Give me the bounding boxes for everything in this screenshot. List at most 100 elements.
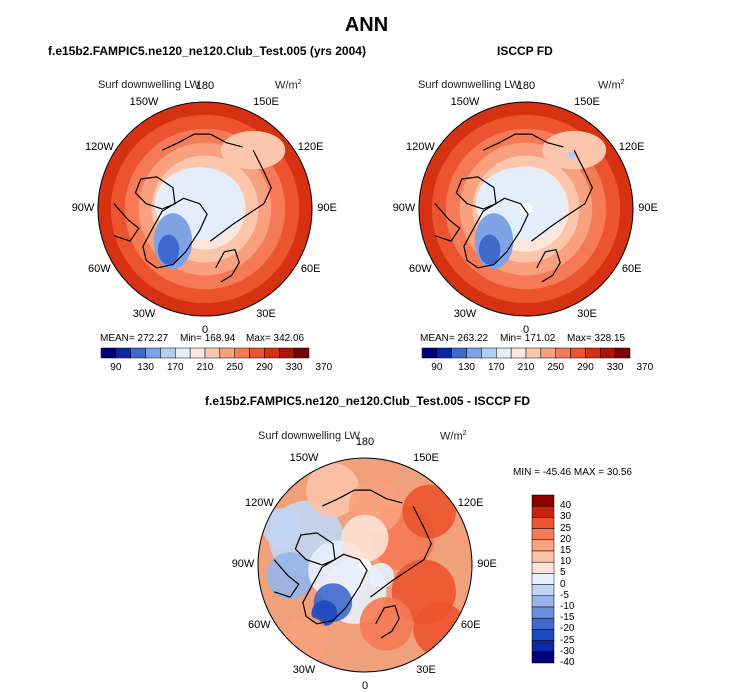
panel-3-colorbar-box-6 bbox=[531, 561, 555, 574]
panel-3-lon-label-4: 60E bbox=[460, 619, 481, 631]
panel-3-lon-label-10: 120W bbox=[244, 497, 274, 509]
panel-3-colorbar-tick-0: 40 bbox=[560, 500, 572, 512]
panel-3-region-8 bbox=[359, 597, 414, 651]
panel-3-colorbar-tick-10: -15 bbox=[560, 612, 575, 624]
panel-1-colorbar-tick-4: 250 bbox=[226, 362, 244, 373]
panel-3-lon-label-11: 150W bbox=[289, 452, 319, 465]
panel-1-coastlines bbox=[113, 133, 272, 283]
panel-1-siberia-cool bbox=[221, 130, 286, 170]
panel-3-pole-mask bbox=[359, 559, 371, 571]
panel-3-coast-2 bbox=[370, 505, 432, 598]
panel-3-colorbar-tick-9: -10 bbox=[560, 601, 575, 612]
panel-1-colorbar-tick-1: 130 bbox=[137, 362, 154, 373]
panel-3-colorbar-tick-4: 15 bbox=[560, 545, 572, 556]
panel-3-colorbar-box-7 bbox=[531, 573, 555, 585]
panel-1-lon-label-10: 120W bbox=[84, 141, 114, 153]
panel-2-variable: Surf downwelling LW bbox=[418, 79, 520, 91]
panel-2-lon-label-5: 30E bbox=[577, 307, 597, 320]
panel-1-colorbar-tick-5: 290 bbox=[256, 362, 273, 373]
panel-2-colorbar-tick-5: 290 bbox=[577, 362, 594, 373]
panel-3-colorbar-tick-14: -40 bbox=[560, 657, 575, 668]
panel-2-colorbar-tick-1: 130 bbox=[458, 362, 475, 373]
panel-3-lon-label-7: 30W bbox=[292, 663, 316, 676]
panel-3-minmax: MIN = -45.46 MAX = 30.56 bbox=[513, 467, 632, 478]
panel-2-lon-label-4: 60E bbox=[621, 263, 642, 275]
panel-1-lon-label-11: 150W bbox=[129, 96, 159, 109]
panel-3-field bbox=[258, 458, 472, 672]
panel-2-siberia-cool bbox=[542, 130, 607, 170]
panel-3-header: f.e15b2.FAMPIC5.ne120_ne120.Club_Test.00… bbox=[205, 394, 531, 408]
panel-3-coast-4 bbox=[375, 605, 400, 639]
panel-2-coastlines bbox=[434, 133, 593, 283]
panel-1-lon-label-5: 30E bbox=[256, 307, 276, 320]
panel-2-units: W/m2 bbox=[598, 79, 625, 92]
panel-1-max: Max= 342.06 bbox=[246, 333, 305, 344]
panel-3-lon-label-8: 60W bbox=[248, 619, 271, 631]
panel-1-colorbar-tick-7: 370 bbox=[315, 362, 333, 373]
panel-1-coast-5 bbox=[113, 203, 140, 242]
panel-1-coast-3 bbox=[161, 133, 243, 151]
panel-3-colorbar-box-0 bbox=[531, 494, 555, 507]
panel-1-header: f.e15b2.FAMPIC5.ne120_ne120.Club_Test.00… bbox=[48, 44, 366, 58]
panel-2-lon-label-11: 150W bbox=[450, 96, 480, 109]
panel-3-colorbar-tick-5: 10 bbox=[560, 556, 572, 568]
panel-3-colorbar-box-8 bbox=[531, 584, 555, 597]
panel-3-coast-3 bbox=[321, 489, 403, 507]
panel-3-colorbar-box-13 bbox=[531, 640, 555, 653]
panel-1-coast-0 bbox=[142, 197, 208, 269]
panel-1-coast-2 bbox=[209, 149, 272, 242]
panel-2-coast-0 bbox=[463, 197, 529, 269]
panel-2-coast-4 bbox=[536, 249, 561, 283]
panel-2-coast-5 bbox=[434, 203, 461, 242]
panel-3-colorbar-tick-11: -20 bbox=[560, 623, 575, 635]
panel-3-colorbar-box-9 bbox=[531, 595, 555, 608]
panel-3-colorbar-box-5 bbox=[531, 550, 555, 563]
panel-2-min: Min= 171.02 bbox=[500, 333, 556, 344]
panel-2-greenland-core bbox=[478, 234, 501, 265]
panel-2-outline bbox=[418, 101, 634, 317]
panel-3-colorbar-box-10 bbox=[531, 606, 555, 619]
panel-3-region-11 bbox=[402, 484, 456, 539]
panel-2-field bbox=[419, 102, 633, 316]
panel-1-mean: MEAN= 272.27 bbox=[100, 333, 169, 344]
panel-1-colorbar-tick-0: 90 bbox=[110, 362, 122, 373]
panel-1-coast-4 bbox=[215, 249, 240, 283]
panel-1-units: W/m2 bbox=[275, 79, 302, 92]
panel-3-colorbar-box-4 bbox=[531, 539, 555, 552]
panel-2-mean: MEAN= 263.22 bbox=[420, 333, 489, 344]
panel-2-lon-label-3: 90E bbox=[638, 202, 658, 214]
panel-2-lon-label-6: 0 bbox=[522, 324, 530, 336]
panel-2-colorbar-tick-2: 170 bbox=[487, 362, 505, 373]
panel-3-lon-label-0: 180 bbox=[355, 436, 375, 448]
panel-3-region-16 bbox=[368, 562, 394, 589]
panel-3-colorbar-box-11 bbox=[531, 617, 555, 630]
panel-3-outline bbox=[257, 457, 473, 673]
panel-1-greenland-core bbox=[157, 234, 180, 265]
panel-3-variable: Surf downwelling LW bbox=[258, 430, 360, 442]
panel-1-colorbar-tick-3: 210 bbox=[196, 362, 214, 373]
panel-1-colorbar-box-13 bbox=[293, 347, 310, 359]
panel-3-coast-0 bbox=[302, 553, 368, 625]
panel-3-colorbar-box-12 bbox=[531, 629, 555, 641]
panel-3-region-12 bbox=[341, 514, 389, 562]
panel-3-lon-label-3: 90E bbox=[477, 558, 497, 570]
panel-1-variable: Surf downwelling LW bbox=[98, 79, 200, 91]
panel-3-lon-label-1: 150E bbox=[413, 452, 439, 465]
panel-1-lon-label-7: 30W bbox=[132, 307, 156, 320]
panel-3-colorbar-box-1 bbox=[531, 505, 555, 518]
panel-2-header: ISCCP FD bbox=[497, 44, 553, 58]
panel-2-coast-1 bbox=[455, 176, 497, 210]
panel-3-colorbar-box-2 bbox=[531, 517, 555, 529]
panel-1-lon-label-9: 90W bbox=[71, 202, 95, 214]
panel-3-colorbar-tick-6: 5 bbox=[560, 567, 566, 579]
panel-3-colorbar-tick-2: 25 bbox=[560, 522, 572, 534]
panel-1-lon-label-6: 0 bbox=[201, 324, 209, 336]
panel-2-lon-label-0: 180 bbox=[516, 80, 536, 92]
panel-1-min: Min= 168.94 bbox=[180, 333, 236, 344]
panel-2-colorbar-tick-6: 330 bbox=[606, 362, 624, 373]
